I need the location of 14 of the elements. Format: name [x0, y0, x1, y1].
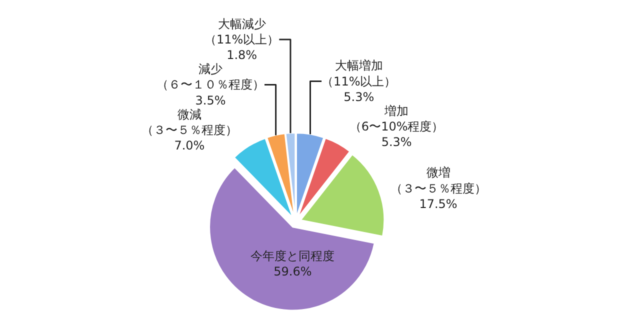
data-label: 1.8% — [226, 48, 258, 62]
data-label: 5.3% — [344, 90, 374, 104]
data-label: 17.5% — [419, 196, 458, 211]
slice-label: 微増（３〜５％程度） — [390, 166, 486, 196]
slice-label: 微減（３〜５％程度） — [141, 107, 238, 137]
slice-label: 増加（6〜10%程度） — [349, 104, 444, 134]
slice-label: 大幅減少（11%以上） — [204, 16, 280, 46]
slice-label: 今年度と同程度 — [250, 248, 335, 263]
data-label: 7.0% — [174, 138, 205, 152]
data-label: 59.6% — [274, 264, 312, 279]
slice-label: 大幅増加（11%以上） — [322, 58, 396, 88]
data-label: 3.5% — [195, 93, 226, 108]
data-label: 5.3% — [381, 135, 412, 150]
slice-label: 減少（６〜１０％程度） — [156, 62, 265, 92]
